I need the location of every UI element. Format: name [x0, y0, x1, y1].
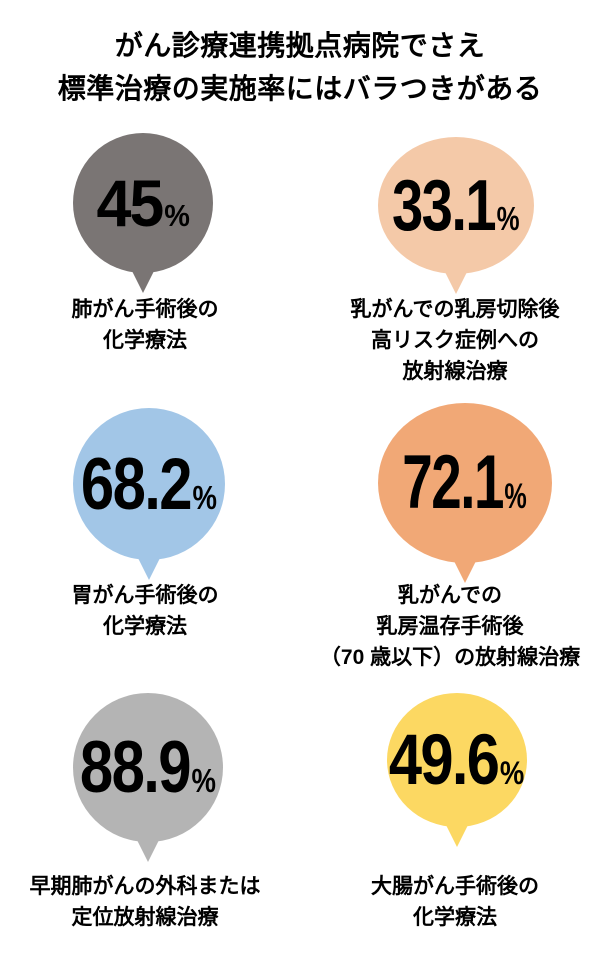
percentage-value: 68.2	[80, 443, 193, 525]
percent-sign: %	[496, 200, 520, 238]
label-line: 乳がんでの乳房切除後	[350, 298, 560, 321]
label-line: 放射線治療	[402, 360, 508, 383]
label-line: 肺がん手術後の	[71, 298, 219, 321]
percentage-value: 45	[96, 166, 164, 240]
percent-sign: %	[192, 479, 218, 517]
percentage-value: 72.1	[402, 440, 505, 525]
label-line: 乳がんでの	[398, 584, 502, 607]
balloon-breast-conserving-radiation: 72.1%	[378, 403, 552, 583]
balloon-bubble: 68.2%	[73, 408, 225, 560]
balloon-breast-mastectomy-radiation: 33.1%	[378, 137, 534, 294]
balloon-colon-chemo: 49.6%	[387, 693, 527, 847]
balloon-bubble: 72.1%	[378, 403, 552, 563]
label-line: 胃がん手術後の	[71, 584, 219, 607]
label-line: 高リスク症例への	[371, 329, 539, 352]
label-line: 大腸がん手術後の	[371, 875, 539, 898]
title-line-2: 標準治療の実施率にはバラつきがある	[57, 73, 543, 104]
balloon-early-lung-surgery-sbrt: 88.9%	[73, 693, 223, 862]
percentage-value: 49.6	[389, 720, 500, 800]
percent-sign: %	[191, 763, 217, 800]
page-title: がん診療連携拠点病院でさえ 標準治療の実施率にはバラつきがある	[0, 24, 600, 110]
balloon-lung-chemo: 45%	[73, 133, 213, 293]
balloon-bubble: 88.9%	[73, 693, 223, 842]
percent-sign: %	[504, 477, 528, 516]
percentage-value: 88.9	[79, 727, 192, 808]
balloon-bubble: 45%	[73, 133, 213, 273]
balloon-bubble: 49.6%	[387, 693, 527, 827]
balloon-label-breast-conserving-radiation: 乳がんでの 乳房温存手術後 （70 歳以下）の放射線治療	[300, 580, 600, 673]
balloon-label-early-lung-surgery-sbrt: 早期肺がんの外科または 定位放射線治療	[0, 871, 290, 933]
percentage-value: 33.1	[392, 165, 497, 246]
balloon-stomach-chemo: 68.2%	[73, 408, 225, 580]
percent-sign: %	[500, 753, 525, 791]
label-line: 化学療法	[103, 329, 187, 352]
balloon-label-stomach-chemo: 胃がん手術後の 化学療法	[0, 580, 290, 642]
label-line: 化学療法	[413, 906, 497, 929]
balloon-label-colon-chemo: 大腸がん手術後の 化学療法	[310, 871, 600, 933]
percent-sign: %	[164, 200, 190, 233]
title-line-1: がん診療連携拠点病院でさえ	[114, 30, 486, 61]
label-line: （70 歳以下）の放射線治療	[319, 646, 581, 669]
balloon-bubble: 33.1%	[378, 137, 534, 274]
label-line: 早期肺がんの外科または	[29, 875, 261, 898]
label-line: 乳房温存手術後	[376, 615, 524, 638]
label-line: 定位放射線治療	[71, 906, 219, 929]
balloon-label-lung-chemo: 肺がん手術後の 化学療法	[0, 294, 290, 356]
balloon-label-breast-mastectomy-radiation: 乳がんでの乳房切除後 高リスク症例への 放射線治療	[310, 294, 600, 387]
label-line: 化学療法	[103, 615, 187, 638]
